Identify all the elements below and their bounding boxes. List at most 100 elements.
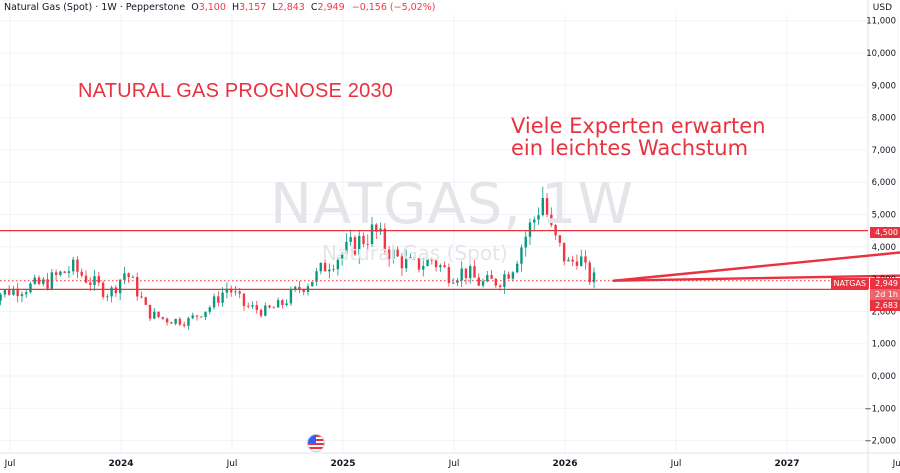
candle-body	[0, 294, 2, 301]
candle-body	[319, 262, 322, 272]
candle-body	[264, 305, 267, 316]
candle-body	[208, 307, 211, 312]
candle-body	[498, 285, 502, 287]
candle-body	[89, 282, 92, 285]
candle-body	[413, 257, 416, 259]
candle-body	[123, 273, 126, 280]
candle-body	[447, 267, 451, 284]
price-levels	[0, 230, 868, 290]
candle-body	[387, 249, 391, 259]
candle-body	[7, 289, 11, 295]
candle-body	[469, 266, 472, 279]
candle-body	[340, 253, 344, 260]
y-tick-label: 0,000	[872, 372, 896, 382]
candle-body	[302, 289, 305, 292]
x-tick-label: 2025	[330, 459, 355, 469]
candle-body	[417, 258, 421, 270]
candle-body	[25, 292, 28, 295]
candle-body	[477, 277, 480, 286]
candle-body	[238, 291, 241, 294]
candle-body	[71, 259, 75, 272]
candle-body	[212, 296, 216, 308]
candle-body	[217, 296, 220, 303]
candle-body	[400, 256, 404, 269]
symbol-info[interactable]: Natural Gas (Spot) · 1W · Pepperstone	[4, 2, 186, 13]
forecast-annotation[interactable]: Viele Experten erwarten ein leichtes Wac…	[511, 115, 766, 159]
candle-body	[12, 288, 15, 295]
candle-body	[345, 241, 348, 254]
currency-label[interactable]: USD	[872, 3, 892, 13]
candle-body	[20, 294, 24, 297]
candle-body	[161, 317, 165, 319]
candle-body	[37, 277, 41, 284]
candle-body	[170, 322, 173, 324]
candle-body	[276, 300, 280, 308]
candle-body	[255, 305, 258, 311]
candle-body	[409, 257, 412, 258]
price-axis[interactable]: 11,000 10,000 9,000 8,000 7,000 6,000 5,000 4,0…	[865, 17, 896, 447]
candle-body	[575, 261, 579, 266]
candle-body	[298, 286, 301, 290]
x-tick-label: 2027	[774, 459, 799, 469]
candle-body	[332, 269, 335, 271]
candle-body	[200, 316, 203, 318]
candle-body	[136, 277, 139, 297]
candle-body	[178, 318, 182, 325]
x-tick-label: 2024	[108, 459, 133, 469]
flag-canton	[308, 435, 316, 443]
candle-body	[315, 271, 318, 282]
candle-body	[486, 275, 489, 282]
candle-body	[545, 198, 549, 215]
candle-body	[157, 311, 160, 318]
y-tick-label: 5,000	[872, 211, 896, 221]
candle-body	[289, 289, 293, 304]
candle-body	[439, 265, 442, 268]
support-price-tag: 2,683	[870, 300, 900, 311]
candle-body	[349, 237, 352, 242]
y-tick-label: −2,000	[865, 437, 896, 447]
open-label: O	[191, 2, 199, 13]
projection-arrow-line	[612, 251, 900, 282]
y-tick-label: 2,000	[872, 307, 896, 317]
candle-body	[362, 235, 365, 245]
candle-body	[323, 262, 327, 272]
candle-body	[353, 237, 357, 255]
candle-body	[524, 236, 527, 248]
candle-body	[148, 304, 152, 319]
us-flag-icon[interactable]	[307, 434, 325, 452]
y-tick-label: −1,000	[865, 404, 896, 414]
candle-body	[165, 318, 169, 323]
candle-body	[182, 324, 186, 326]
candle-body	[195, 315, 199, 317]
candle-body	[67, 271, 71, 273]
candle-body	[50, 272, 54, 289]
candle-body	[153, 311, 156, 319]
candle-body	[268, 305, 271, 308]
time-axis[interactable]: Jul2024Jul2025Jul2026Jul2027Jul2028Jul20…	[4, 459, 900, 469]
candle-body	[580, 256, 583, 266]
y-tick-label: 10,000	[866, 49, 896, 59]
symbol-watermark-description: Natural Gas (Spot)	[322, 241, 508, 265]
candle-body	[97, 276, 100, 283]
chart-title-annotation[interactable]: NATURAL GAS PROGNOSE 2030	[78, 80, 394, 102]
countdown-tag: 2d 1h	[870, 289, 900, 300]
candle-body	[93, 276, 96, 285]
close-value: 2,949	[317, 2, 345, 13]
annotation-line-2: ein leichtes Wachstum	[511, 136, 749, 160]
x-tick-label: Jul	[670, 459, 682, 469]
candle-body	[16, 288, 19, 297]
candle-body	[571, 259, 574, 262]
legend-header: Natural Gas (Spot) · 1W · Pepperstone O3…	[4, 2, 435, 13]
candle-body	[533, 219, 536, 223]
candle-body	[285, 303, 288, 306]
candle-body	[383, 228, 387, 250]
candle-body	[272, 307, 276, 309]
candle-body	[54, 272, 58, 275]
candle-body	[528, 222, 532, 237]
candle-body	[144, 297, 147, 305]
annotation-line-1: Viele Experten erwarten	[511, 114, 766, 138]
x-tick-label: Jul	[892, 459, 900, 469]
candle-body	[460, 268, 463, 281]
candle-body	[140, 296, 143, 298]
